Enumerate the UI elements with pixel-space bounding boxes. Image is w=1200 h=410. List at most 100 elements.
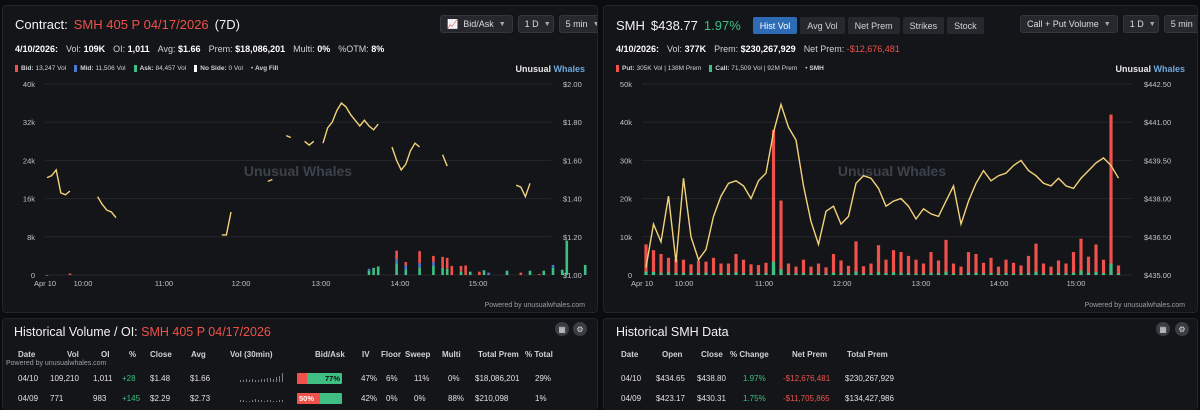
bar-mid — [395, 259, 398, 263]
range-dropdown[interactable]: 1 D▼ — [518, 15, 554, 33]
bar-put — [1064, 264, 1067, 275]
bar-ask — [483, 270, 486, 275]
col-pct[interactable]: % — [129, 350, 136, 359]
bar-call — [802, 273, 805, 275]
ticker-price: $438.77 — [651, 18, 698, 33]
bar-call — [1034, 272, 1037, 275]
range-dropdown[interactable]: 1 D▼ — [1123, 15, 1159, 33]
col-iv[interactable]: IV — [362, 350, 370, 359]
brand-logo: Unusual Whales — [515, 64, 585, 74]
sparkline-bar — [258, 380, 259, 382]
col-multi[interactable]: Multi — [442, 350, 461, 359]
stat-otm: %OTM: 8% — [338, 44, 384, 54]
col-floor[interactable]: Floor — [381, 350, 401, 359]
bar-put — [1042, 264, 1045, 275]
contract-name[interactable]: SMH 405 P 04/17/2026 — [74, 17, 209, 32]
settings-icon[interactable]: ⚙ — [573, 322, 587, 336]
bidask-dropdown[interactable]: 📈Bid/Ask▼ — [440, 15, 513, 33]
ticker-change: 1.97% — [704, 18, 741, 33]
row-sweep: 0% — [414, 394, 426, 403]
bar-ask — [441, 268, 444, 275]
bar-bid — [418, 251, 421, 263]
bar-ask — [566, 241, 569, 275]
legend-bid[interactable]: Bid: 13,247 Vol — [15, 65, 66, 72]
sparkline-bar — [267, 400, 268, 402]
row-date[interactable]: 04/10 — [18, 374, 38, 383]
row-net-prem: -$12,676,481 — [783, 374, 830, 383]
col-close[interactable]: Close — [701, 350, 723, 359]
bar-ask — [529, 271, 532, 275]
sparkline-bar — [243, 400, 244, 402]
col-netprem[interactable]: Net Prem — [792, 350, 827, 359]
ticker-controls: Call + Put Volume▼ 1 D▼ 5 min▼ — [1020, 15, 1198, 33]
bar-call — [1079, 270, 1082, 275]
bar-call — [892, 272, 895, 275]
col-date[interactable]: Date — [18, 350, 35, 359]
bar-put — [982, 263, 985, 275]
bar-call — [667, 272, 670, 275]
row-date[interactable]: 04/09 — [18, 394, 38, 403]
bar-call — [1042, 273, 1045, 275]
col-open[interactable]: Open — [662, 350, 682, 359]
bar-call — [907, 273, 910, 275]
col-change[interactable]: % Change — [730, 350, 769, 359]
ticker-symbol: SMH — [616, 18, 645, 33]
col-vol[interactable]: Vol — [67, 350, 79, 359]
y2-tick-label: $2.00 — [563, 80, 582, 89]
y2-tick-label: $1.80 — [563, 118, 582, 127]
legend-mid[interactable]: Mid: 11,506 Vol — [74, 65, 125, 72]
sparkline-bar — [240, 380, 241, 382]
stats-date: 4/10/2026: — [15, 44, 58, 54]
bar-ask — [561, 270, 564, 275]
sparkline-bar — [270, 400, 271, 402]
row-date[interactable]: 04/09 — [621, 394, 641, 403]
bar-put — [967, 252, 970, 275]
stat-oi: OI: 1,011 — [113, 44, 150, 54]
legend-avgfill[interactable]: • Avg Fill — [251, 65, 278, 72]
legend-noside[interactable]: No Side: 0 Vol — [194, 65, 243, 72]
col-date[interactable]: Date — [621, 350, 638, 359]
volume-type-dropdown[interactable]: Call + Put Volume▼ — [1020, 15, 1118, 33]
y-tick-label: 40k — [620, 118, 632, 127]
interval-dropdown[interactable]: 5 min▼ — [559, 15, 598, 33]
col-avg[interactable]: Avg — [191, 350, 206, 359]
calendar-icon[interactable]: ▦ — [555, 322, 569, 336]
col-total[interactable]: % Total — [525, 350, 553, 359]
tab-net-prem[interactable]: Net Prem — [848, 17, 900, 34]
row-close: $2.29 — [150, 394, 170, 403]
chevron-down-icon: ▼ — [544, 21, 551, 28]
bar-put — [922, 264, 925, 275]
bar-call — [944, 272, 947, 275]
col-oi[interactable]: OI — [101, 350, 109, 359]
legend-ask[interactable]: Ask: 84,457 Vol — [134, 65, 187, 72]
bar-call — [1072, 273, 1075, 275]
row-total-prem: $230,267,929 — [845, 374, 894, 383]
tab-stock[interactable]: Stock — [947, 17, 984, 34]
row-date[interactable]: 04/10 — [621, 374, 641, 383]
bar-ask — [432, 266, 435, 275]
price-line — [646, 104, 1119, 267]
row-net-prem: -$11,705,865 — [783, 394, 830, 403]
legend-call[interactable]: Call: 71,509 Vol | 92M Prem — [709, 65, 797, 72]
bar-call — [727, 273, 730, 275]
tab-avg-vol[interactable]: Avg Vol — [800, 17, 844, 34]
legend-smh[interactable]: • SMH — [805, 65, 824, 72]
calendar-icon[interactable]: ▦ — [1156, 322, 1170, 336]
legend-put[interactable]: Put: 305K Vol | 138M Prem — [616, 65, 701, 72]
bar-put — [734, 254, 737, 275]
col-sweep[interactable]: Sweep — [405, 350, 430, 359]
sparkline-bar — [279, 376, 280, 382]
settings-icon[interactable]: ⚙ — [1175, 322, 1189, 336]
col-totalprem[interactable]: Total Prem — [847, 350, 888, 359]
tab-hist-vol[interactable]: Hist Vol — [753, 17, 798, 34]
y2-tick-label: $435.00 — [1144, 271, 1171, 280]
col-vol30[interactable]: Vol (30min) — [230, 350, 273, 359]
bar-call — [1094, 272, 1097, 275]
stat-prem: Prem: $230,267,929 — [714, 44, 796, 54]
bar-mid — [405, 265, 408, 269]
tab-strikes[interactable]: Strikes — [903, 17, 945, 34]
interval-dropdown[interactable]: 5 min▼ — [1164, 15, 1198, 33]
col-bidask[interactable]: Bid/Ask — [315, 350, 345, 359]
col-close[interactable]: Close — [150, 350, 172, 359]
col-prem[interactable]: Total Prem — [478, 350, 519, 359]
